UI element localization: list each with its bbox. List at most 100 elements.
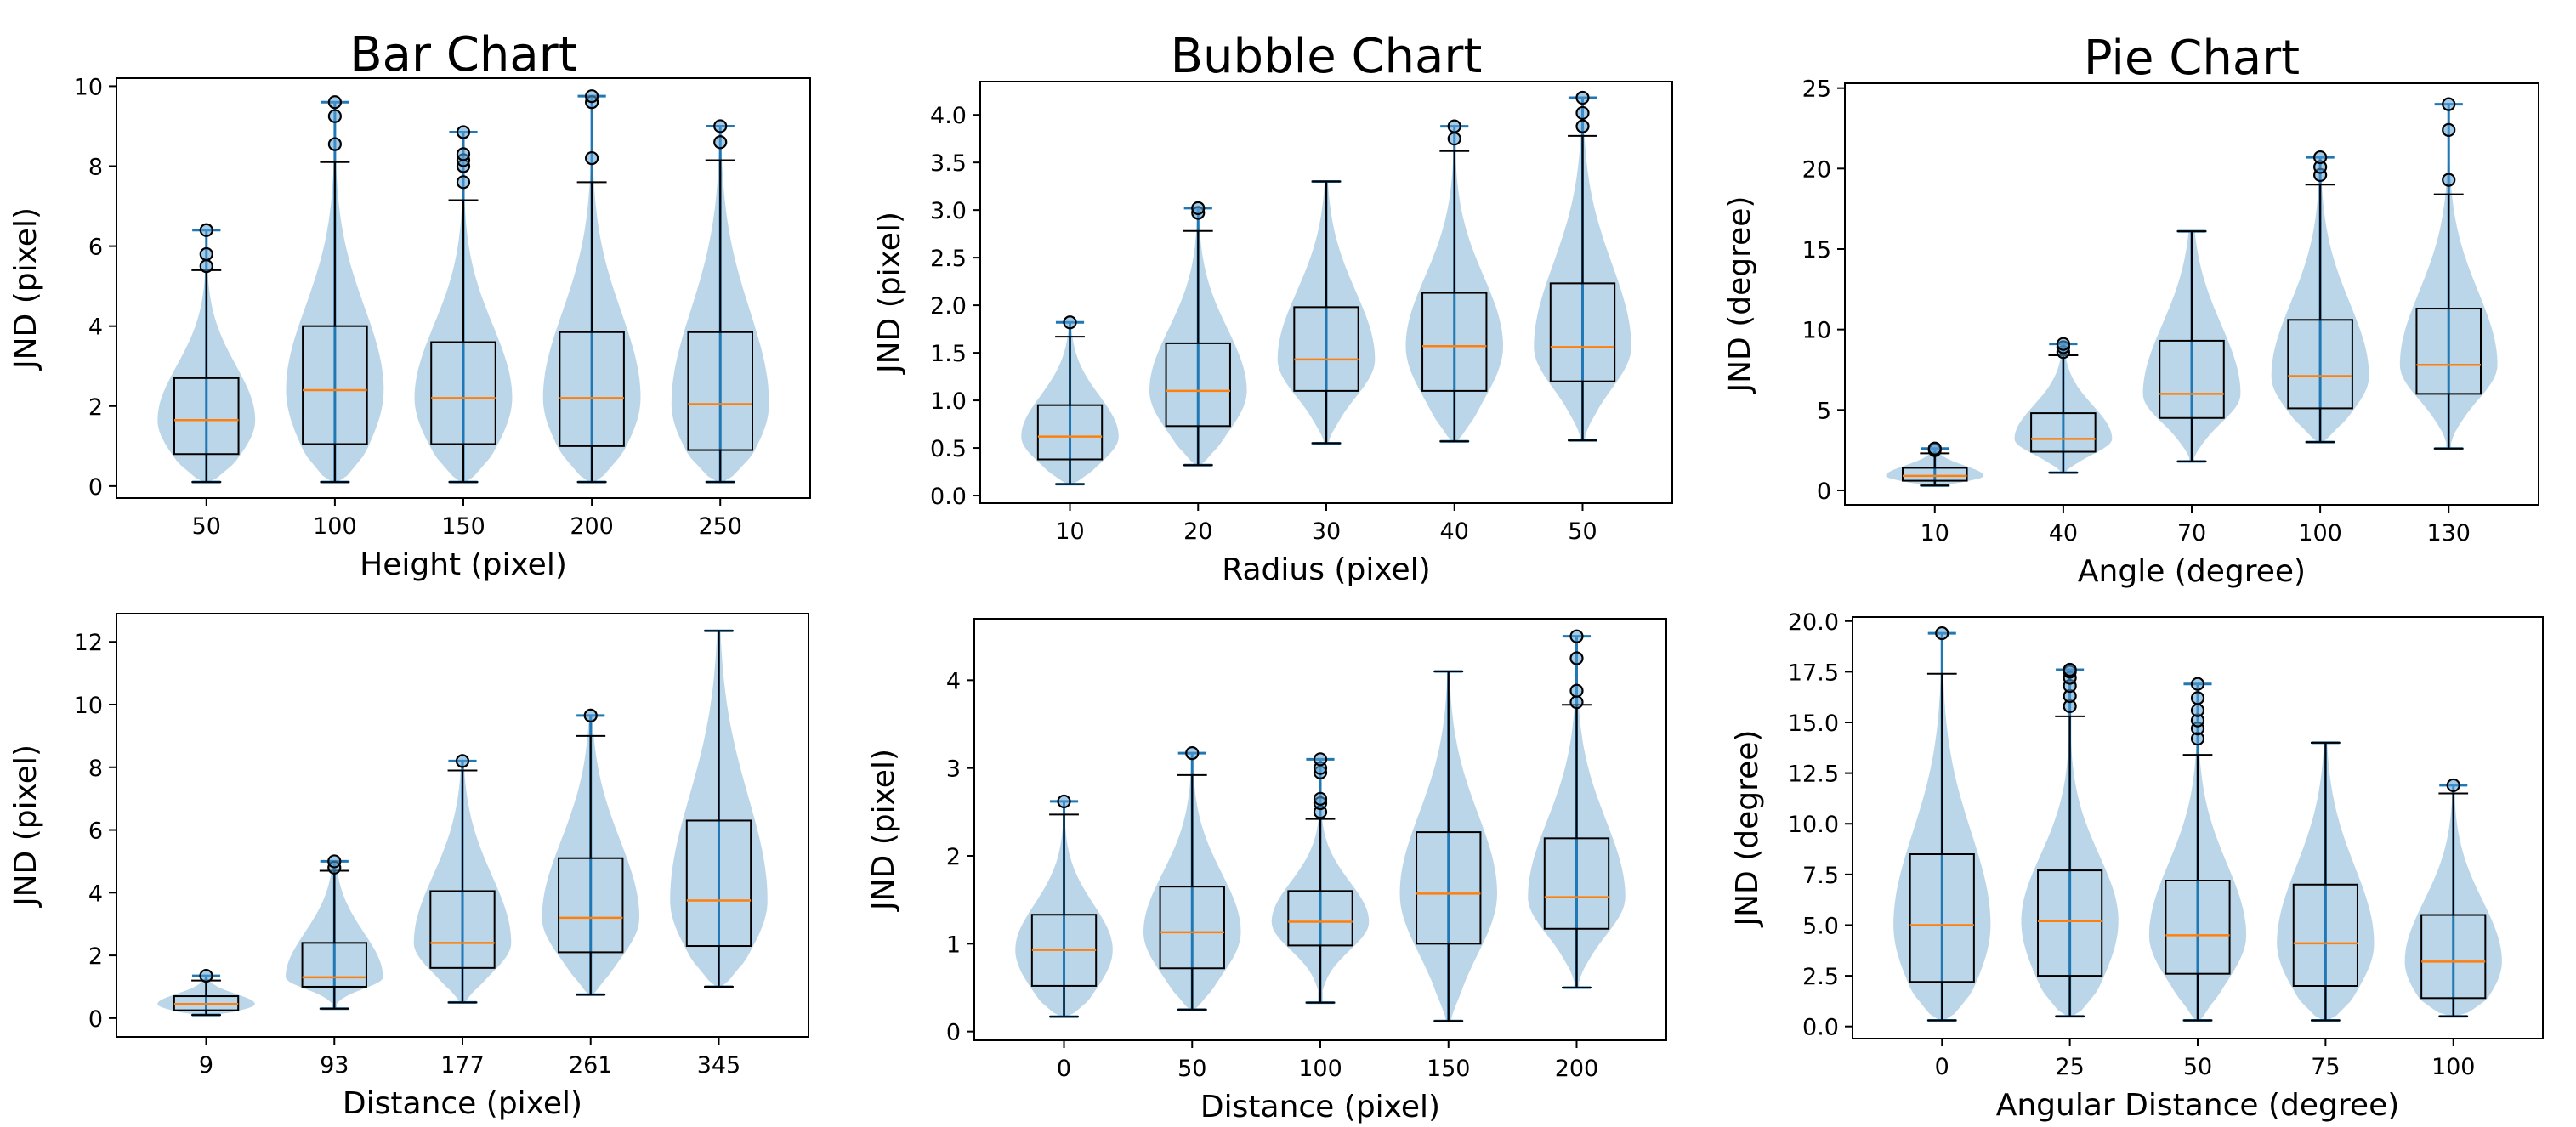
outlier-point — [2442, 122, 2456, 138]
y-tick-label: 2 — [88, 943, 103, 970]
outlier-point — [199, 223, 213, 237]
x-tick-label: 50 — [1568, 518, 1597, 545]
outlier-point — [456, 125, 471, 139]
outlier-point — [2190, 703, 2205, 717]
y-tick-label: 15.0 — [1788, 711, 1839, 737]
x-tick-label: 100 — [2431, 1054, 2476, 1080]
x-tick-label: 200 — [1555, 1056, 1599, 1082]
y-axis-label: JND (degree) — [1730, 730, 1765, 928]
x-tick-label: 70 — [2177, 520, 2206, 547]
outlier-point — [1447, 132, 1461, 146]
outlier-point — [1313, 791, 1328, 806]
outlier-point — [199, 259, 213, 274]
plot-frame — [973, 618, 1667, 1041]
outlier-point — [456, 175, 471, 190]
y-tick-label: 8 — [88, 756, 103, 782]
x-axis-label: Distance (pixel) — [343, 1086, 582, 1121]
outlier-point — [1575, 105, 1590, 121]
outlier-point — [199, 968, 213, 983]
y-tick-label: 7.5 — [1802, 863, 1839, 889]
y-tick-label: 0 — [1817, 479, 1831, 505]
x-tick-label: 40 — [1440, 518, 1469, 545]
y-tick-label: 20.0 — [1788, 609, 1839, 636]
y-tick-label: 3 — [946, 756, 961, 783]
y-tick-label: 0 — [88, 1006, 103, 1033]
y-tick-label: 1 — [946, 932, 961, 958]
x-tick-label: 10 — [1921, 520, 1949, 547]
y-tick-label: 4.0 — [930, 103, 967, 129]
y-axis-label: JND (pixel) — [9, 207, 43, 371]
y-tick-label: 2.5 — [930, 246, 967, 272]
outlier-point — [713, 135, 728, 150]
outlier-point — [1927, 441, 1942, 456]
outlier-point — [2056, 337, 2070, 351]
x-tick-label: 100 — [2298, 520, 2342, 547]
plot-frame — [116, 613, 809, 1038]
y-tick-label: 0.0 — [930, 484, 967, 510]
outlier-point — [2190, 691, 2205, 705]
column-title-bubble-chart: Bubble Chart — [1171, 29, 1483, 84]
x-tick-label: 345 — [697, 1052, 741, 1079]
x-tick-label: 100 — [1298, 1056, 1342, 1082]
outlier-point — [585, 89, 599, 104]
outlier-point — [1569, 695, 1584, 710]
chart-panel-3: 10 40 70 100 130 0 5 10 15 20 25 Angle (degree) JND … — [1722, 76, 2539, 589]
outlier-point — [327, 95, 342, 110]
y-axis-label: JND (degree) — [1722, 196, 1757, 394]
outlier-point — [199, 246, 213, 262]
outlier-point — [455, 754, 470, 768]
outlier-point — [2313, 150, 2328, 165]
x-tick-label: 100 — [313, 513, 357, 540]
column-title-bar-chart: Bar Chart — [349, 27, 576, 82]
plot-frame — [1844, 82, 2539, 506]
outlier-point — [1313, 752, 1328, 767]
y-tick-label: 10 — [1802, 318, 1831, 344]
x-axis-label: Height (pixel) — [360, 547, 567, 582]
chart-panel-4: 9 93 177 261 345 0 2 4 6 8 10 12 Distance (pixel) JND… — [9, 613, 809, 1121]
outlier-point — [456, 147, 471, 161]
x-axis-label: Angle (degree) — [2078, 554, 2306, 589]
x-tick-label: 0 — [1935, 1054, 1949, 1080]
x-tick-label: 9 — [199, 1052, 213, 1079]
y-tick-label: 6 — [88, 235, 103, 261]
x-tick-label: 40 — [2049, 520, 2078, 547]
y-axis-label: JND (pixel) — [866, 749, 901, 912]
y-tick-label: 20 — [1802, 156, 1831, 183]
chart-panel-5: 0 50 100 150 200 0 1 2 3 4 Distance (pixel) JND (pi… — [866, 618, 1667, 1124]
outlier-point — [583, 708, 598, 722]
y-tick-label: 12 — [74, 630, 103, 656]
y-tick-label: 10.0 — [1788, 812, 1839, 838]
outlier-point — [1575, 90, 1590, 105]
x-tick-label: 250 — [698, 513, 742, 540]
y-tick-label: 4 — [88, 881, 103, 907]
y-tick-label: 4 — [88, 314, 103, 341]
x-tick-label: 150 — [441, 513, 485, 540]
chart-panel-6: 0 25 50 75 100 0.0 2.5 5.0 7.5 10.0 12.5 15.0 17.5 20… — [1730, 609, 2544, 1123]
y-tick-label: 10 — [74, 693, 103, 719]
y-tick-label: 5.0 — [1802, 913, 1839, 939]
y-axis-label: JND (pixel) — [872, 212, 907, 375]
outlier-point — [1569, 651, 1584, 665]
y-tick-label: 0 — [88, 474, 103, 501]
y-tick-label: 0.5 — [930, 436, 967, 462]
x-tick-label: 177 — [440, 1052, 485, 1079]
y-tick-label: 4 — [946, 668, 961, 694]
y-tick-label: 12.5 — [1788, 762, 1839, 788]
x-axis-label: Distance (pixel) — [1200, 1090, 1440, 1124]
plot-frame — [1852, 616, 2544, 1039]
x-axis-label: Angular Distance (degree) — [1996, 1088, 2400, 1123]
column-title-pie-chart: Pie Chart — [2084, 31, 2300, 86]
x-tick-label: 261 — [569, 1052, 613, 1079]
y-tick-label: 2.0 — [930, 293, 967, 320]
x-tick-label: 50 — [2183, 1054, 2212, 1080]
y-tick-label: 5 — [1817, 398, 1831, 424]
y-tick-label: 1.0 — [930, 388, 967, 415]
x-tick-label: 75 — [2311, 1054, 2340, 1080]
outlier-point — [1447, 119, 1461, 133]
x-tick-label: 200 — [570, 513, 614, 540]
outlier-point — [585, 150, 599, 166]
y-tick-label: 15 — [1802, 237, 1831, 263]
x-tick-label: 20 — [1183, 518, 1212, 545]
y-tick-label: 3.0 — [930, 198, 967, 224]
